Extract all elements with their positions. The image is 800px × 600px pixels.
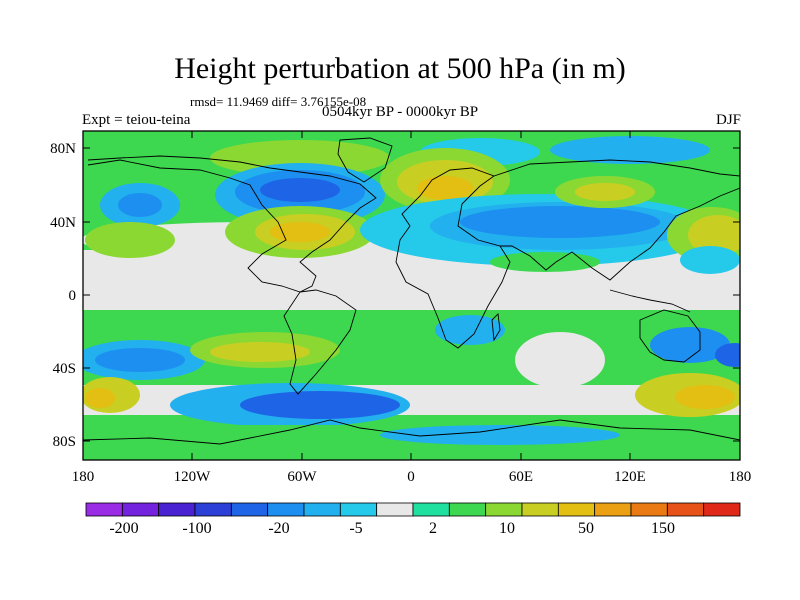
maritime-continent-coast <box>609 289 691 313</box>
colorbar-swatch <box>485 502 523 517</box>
colorbar-swatch <box>557 502 596 517</box>
experiment-label: Expt = teiou-teina <box>82 112 191 128</box>
lon-tick-label: 60W <box>287 469 317 485</box>
period-label: 0504kyr BP - 0000kyr BP <box>322 104 479 120</box>
north-america-coast <box>87 155 377 293</box>
asia-coast <box>493 159 740 281</box>
satlantic-negative <box>435 315 505 345</box>
colorbar-label: 150 <box>651 520 675 537</box>
australia-coast <box>639 309 701 363</box>
south-america-coast <box>283 289 357 395</box>
colorbar-label: -100 <box>182 520 211 537</box>
lon-tick-label: 120E <box>614 469 646 485</box>
samerica-positive-core <box>210 342 310 362</box>
europe-africa-coast <box>395 167 511 349</box>
lon-tick-label: 180 <box>729 469 752 485</box>
arabia-positive-band <box>490 252 600 272</box>
colorbar-labels: -200 -100 -20 -5 2 10 50 150 <box>109 520 675 537</box>
southern-ocean-negative-core <box>240 391 400 419</box>
se-positive-core <box>675 385 735 409</box>
colorbar <box>85 502 741 517</box>
north-pacific-band <box>550 136 710 164</box>
colorbar-swatch <box>630 502 668 517</box>
indian-neutral <box>515 332 605 388</box>
colorbar-swatch <box>412 502 450 517</box>
plot-title: Height perturbation at 500 hPa (in m) <box>174 52 626 85</box>
npacific-positive-core <box>688 215 740 255</box>
colorbar-swatch <box>703 502 741 517</box>
antarctic-negative <box>380 425 620 445</box>
australia-negative-core <box>715 343 740 367</box>
colorbar-label: -20 <box>268 520 289 537</box>
colorbar-swatch <box>85 502 123 517</box>
madagascar-coast <box>491 313 501 342</box>
greenland-coast <box>337 137 393 183</box>
eurasia-negative-core <box>460 206 660 238</box>
colorbar-swatch <box>594 502 632 517</box>
coastlines <box>83 137 740 445</box>
australia-negative <box>650 327 730 363</box>
colorbar-label: 2 <box>429 520 437 537</box>
colorbar-swatch <box>339 502 378 517</box>
map-frame <box>82 130 741 461</box>
lon-tick-label: 120W <box>174 469 212 485</box>
spacific-negative-core <box>95 348 185 372</box>
lat-tick-label: 80S <box>53 434 76 450</box>
stats-string: rmsd= 11.9469 diff= 3.76155e-08 <box>190 94 367 109</box>
colorbar-swatch <box>521 502 559 517</box>
colorbar-label: -5 <box>349 520 362 537</box>
season-label: DJF <box>715 112 741 128</box>
sw-positive-core <box>85 388 115 408</box>
colorbar-swatch <box>376 502 414 517</box>
colorbar-swatch <box>158 502 196 517</box>
pacific-positive-west <box>85 222 175 258</box>
lat-tick-label: 0 <box>69 288 77 304</box>
colorbar-swatch <box>230 502 269 517</box>
contour-field <box>83 131 740 460</box>
tropical-pacific-negative <box>680 246 740 274</box>
colorbar-swatch <box>666 502 705 517</box>
colorbar-label: 10 <box>499 520 515 537</box>
lon-tick-label: 180 <box>72 469 95 485</box>
siberia-positive-core <box>575 183 635 201</box>
colorbar-label: -200 <box>109 520 138 537</box>
europe-positive-core <box>417 176 473 200</box>
colorbar-swatch <box>303 502 341 517</box>
colorbar-swatch <box>194 502 232 517</box>
lon-tick-label: 0 <box>407 469 415 485</box>
colorbar-swatch <box>121 502 160 517</box>
lon-tick-label: 60E <box>509 469 533 485</box>
namerica-negative-core <box>260 178 340 202</box>
colorbar-swatch <box>448 502 487 517</box>
lat-tick-label: 80N <box>50 141 76 157</box>
antarctica-coast <box>83 419 740 445</box>
axis-tick-marks <box>83 131 740 460</box>
colorbar-label: 50 <box>578 520 594 537</box>
colorbar-swatch <box>267 502 305 517</box>
lat-tick-label: 40N <box>50 215 76 231</box>
pacific-negative-core <box>118 193 162 217</box>
lat-tick-label: 40S <box>53 361 76 377</box>
